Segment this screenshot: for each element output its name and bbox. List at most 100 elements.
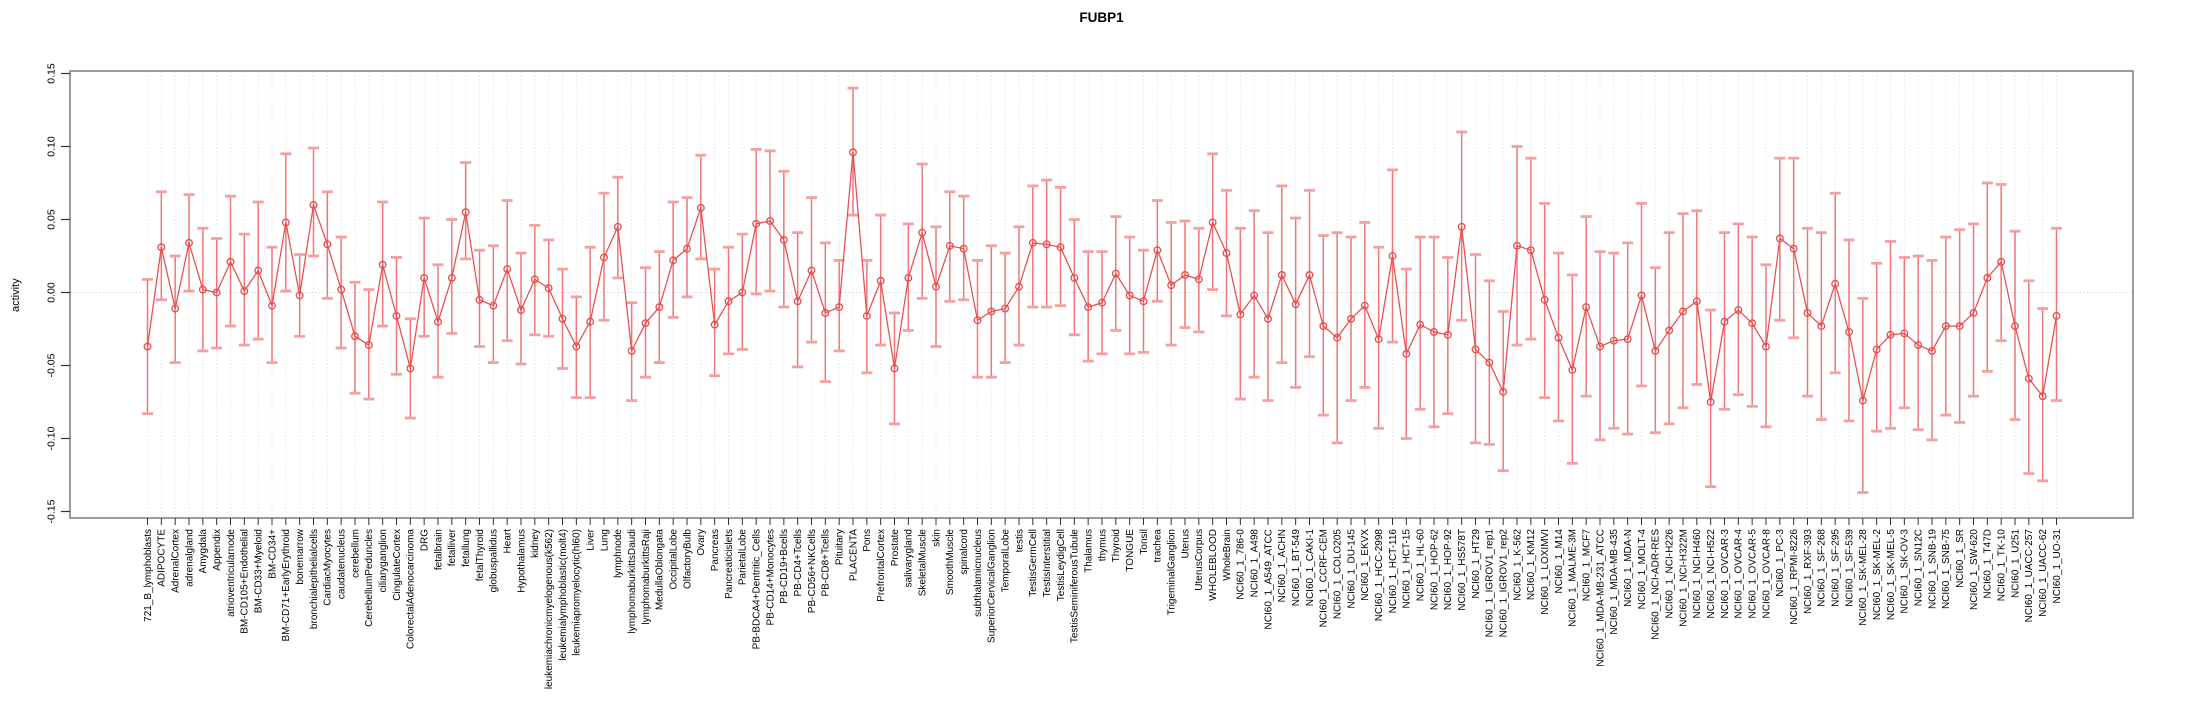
- data-point: [1734, 306, 1743, 314]
- x-tick-label: TemporalLobe: [1000, 529, 1011, 593]
- x-tick-label: NCI60_1_HOP-62: [1429, 529, 1440, 611]
- y-tick-label: -0.05: [45, 353, 57, 377]
- data-point: [1125, 291, 1134, 300]
- data-point: [710, 320, 719, 329]
- x-tick-label: NCI60_1_KM12: [1526, 529, 1537, 601]
- x-tick-label: DRG: [419, 529, 430, 551]
- x-tick-label: NCI60_1_SF-268: [1817, 529, 1828, 607]
- x-tick-label: WholeBrain: [1222, 529, 1233, 581]
- x-tick-label: SmoothMuscle: [945, 529, 956, 596]
- data-point: [544, 284, 553, 293]
- x-tick-label: NCI60_1_T47D: [1983, 529, 1994, 598]
- data-point: [738, 288, 747, 297]
- data-point: [1264, 314, 1272, 323]
- x-tick-label: NCI60_1_SW-620: [1969, 529, 1980, 610]
- data-point: [364, 341, 373, 350]
- x-tick-label: NCI60_1_SK-MEL-5: [1886, 529, 1897, 621]
- data-point: [1028, 238, 1037, 247]
- y-tick-label: 0.05: [45, 209, 57, 230]
- x-tick-label: skin: [931, 529, 942, 547]
- data-point: [973, 316, 982, 325]
- data-point: [475, 295, 484, 304]
- x-tick-label: MedullaOblongata: [655, 529, 666, 611]
- data-point: [1098, 298, 1106, 307]
- x-tick-label: NCI60_1_SF-539: [1844, 529, 1855, 607]
- x-tick-label: Prostate: [890, 529, 901, 567]
- data-point: [1070, 273, 1079, 282]
- x-tick-label: NCI60_1_EKVX: [1360, 529, 1371, 601]
- data-point: [1416, 320, 1425, 329]
- data-point: [1471, 345, 1480, 354]
- data-point: [987, 307, 996, 316]
- y-tick-label: 0.10: [45, 136, 57, 157]
- x-tick-label: NCI60_1_NCI-ADR-RES: [1651, 529, 1662, 640]
- data-point: [2038, 392, 2047, 401]
- data-point: [1167, 281, 1176, 290]
- y-tick-label: 0.15: [45, 63, 57, 84]
- data-point: [862, 311, 871, 320]
- data-point: [1388, 252, 1397, 260]
- data-point: [517, 306, 525, 314]
- data-point: [406, 364, 415, 373]
- x-tick-label: NCI60_1_UO-31: [2052, 529, 2063, 604]
- x-tick-label: NCI60_1_MCF7: [1581, 529, 1592, 602]
- data-point: [1347, 314, 1355, 323]
- data-point: [1762, 342, 1770, 351]
- x-tick-label: TestisSeminiferousTubule: [1070, 529, 1081, 644]
- data-point: [295, 291, 304, 300]
- data-point: [1609, 336, 1618, 345]
- x-tick-label: NCI60_1_TK-10: [1996, 529, 2007, 602]
- data-point: [1056, 243, 1065, 252]
- data-point: [1679, 307, 1687, 316]
- data-point: [1540, 295, 1549, 304]
- x-tick-label: bronchialepithelialcells: [309, 529, 320, 629]
- data-point: [503, 265, 512, 274]
- x-tick-label: NCI60_1_OVCAR-4: [1734, 529, 1745, 619]
- data-point: [1554, 333, 1563, 342]
- data-point: [890, 364, 899, 373]
- x-tick-label: kidney: [530, 529, 541, 558]
- x-tick-label: NCI60_1_OVCAR-5: [1747, 529, 1758, 619]
- data-point: [1374, 335, 1383, 344]
- x-tick-label: NCI60_1_UACC-257: [2024, 529, 2035, 623]
- x-tick-label: salivarygland: [904, 529, 915, 587]
- x-tick-label: NCI60_1_MDA-MB-435: [1609, 529, 1620, 635]
- data-point: [1775, 234, 1784, 243]
- x-tick-label: NCI60_1_A498: [1249, 529, 1260, 598]
- data-point: [1084, 303, 1093, 312]
- y-tick-label: -0.15: [45, 499, 57, 523]
- data-point: [447, 273, 456, 282]
- y-tick-label: -0.10: [45, 426, 57, 450]
- data-point: [1319, 322, 1328, 331]
- data-point: [1900, 329, 1909, 338]
- x-tick-label: NCI60_1_LOXIMVI: [1540, 529, 1551, 615]
- data-point: [254, 266, 263, 275]
- data-point: [1858, 396, 1867, 405]
- x-tick-label: NCI60_1_UACC-62: [2038, 529, 2049, 617]
- data-point: [849, 148, 857, 157]
- x-tick-label: NCI60_1_A549_ATCC: [1263, 529, 1274, 629]
- x-tick-label: bonemarrow: [295, 528, 306, 584]
- data-point: [1457, 222, 1466, 231]
- data-point: [1692, 297, 1701, 306]
- x-tick-label: CardiacMyocytes: [323, 529, 334, 606]
- x-tick-label: SkeletalMuscle: [917, 529, 928, 597]
- x-tick-label: fetalbrain: [433, 529, 444, 570]
- x-tick-label: NCI60_1_HT29: [1471, 529, 1482, 599]
- x-tick-label: NCI60_1_MDA-N: [1623, 529, 1634, 607]
- x-tick-label: TONGUE: [1125, 529, 1136, 572]
- x-tick-label: PB-CD4+Tcells: [793, 529, 804, 597]
- x-tick-label: ADIPOCYTE: [157, 529, 168, 587]
- data-point: [309, 200, 318, 209]
- x-tick-label: trachea: [1153, 529, 1164, 563]
- x-tick-label: Pituitary: [834, 529, 845, 565]
- data-point: [489, 301, 498, 310]
- x-tick-label: PB-CD8+Tcells: [821, 529, 832, 597]
- data-point: [1568, 365, 1577, 374]
- x-tick-label: caudatenucleus: [336, 529, 347, 599]
- x-tick-label: NCI60_1_HS578T: [1457, 529, 1468, 611]
- data-point: [1333, 333, 1342, 342]
- series-line: [146, 151, 2058, 403]
- x-tick-label: leukemiachronicmyelogenous(k562): [544, 529, 555, 689]
- data-point: [1291, 300, 1300, 309]
